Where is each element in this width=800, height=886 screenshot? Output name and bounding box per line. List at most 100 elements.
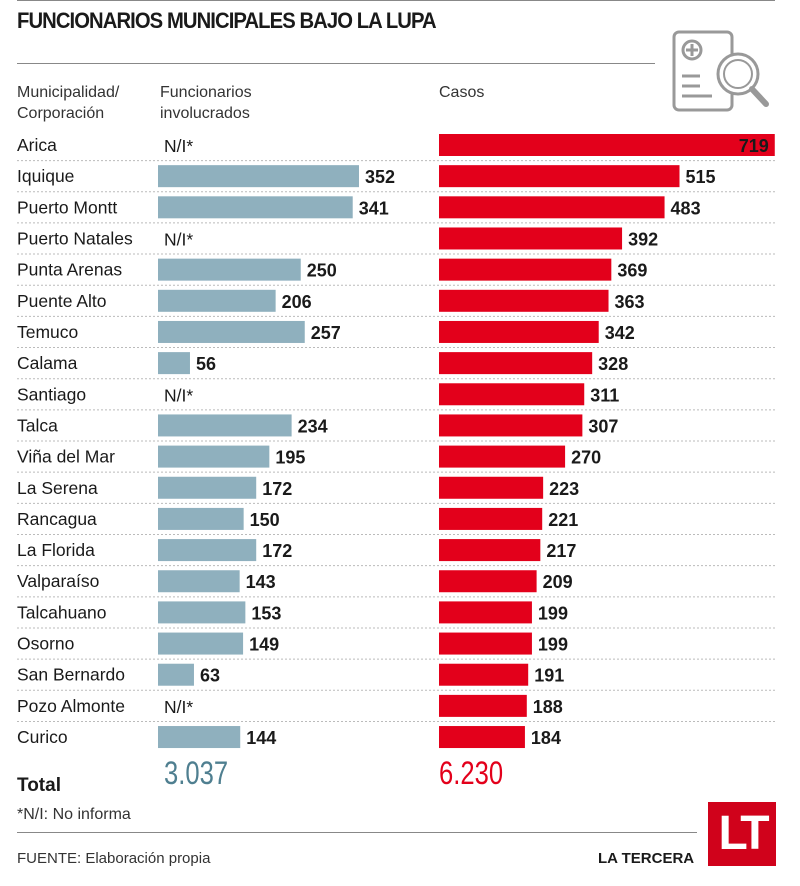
category-label: Valparaíso xyxy=(17,571,99,591)
cases-bar xyxy=(439,414,583,437)
footer-rule xyxy=(17,832,697,833)
cases-value-label: 223 xyxy=(549,479,579,499)
officials-bar xyxy=(158,445,270,468)
cases-bar xyxy=(439,196,665,219)
category-label: San Bernardo xyxy=(17,665,125,685)
category-label: La Serena xyxy=(17,478,98,498)
header-text: Corporación xyxy=(17,105,105,122)
header-cases: Casos xyxy=(439,84,485,101)
officials-value-label: 143 xyxy=(246,572,276,592)
top-rule xyxy=(17,0,775,1)
brand-name: LA TERCERA xyxy=(598,850,695,867)
category-label: Arica xyxy=(17,135,57,155)
officials-value-label: 172 xyxy=(262,479,292,499)
officials-bar xyxy=(158,165,359,188)
officials-bar xyxy=(158,258,301,281)
cases-bar xyxy=(439,694,527,717)
cases-value-label: 270 xyxy=(571,448,601,468)
cases-value-label: 199 xyxy=(538,635,568,655)
cases-bar xyxy=(439,663,529,686)
officials-bar xyxy=(158,632,244,655)
officials-bar xyxy=(158,601,246,624)
header-municipality: Municipalidad/Corporación xyxy=(17,82,119,124)
category-label: Punta Arenas xyxy=(17,260,122,280)
cases-value-label: 515 xyxy=(686,167,716,187)
cases-value-label: 221 xyxy=(548,510,578,530)
officials-bar xyxy=(158,320,305,343)
chart-title: FUNCIONARIOS MUNICIPALES BAJO LA LUPA xyxy=(17,8,437,33)
category-label: Puerto Montt xyxy=(17,197,117,217)
cases-value-label: 369 xyxy=(617,261,647,281)
officials-bar xyxy=(158,196,353,219)
cases-value-label: 363 xyxy=(615,292,645,312)
cases-bar xyxy=(439,258,612,281)
total-cases: 6.230 xyxy=(439,755,504,791)
officials-bar xyxy=(158,507,244,530)
cases-value-label: 199 xyxy=(538,603,568,623)
header-text: involucrados xyxy=(160,105,250,122)
cases-bar xyxy=(439,289,609,312)
category-label: Talcahuano xyxy=(17,602,107,622)
officials-value-label: 257 xyxy=(311,323,341,343)
cases-bar xyxy=(439,352,593,375)
missing-label: N/I* xyxy=(164,229,193,249)
cases-value-label: 307 xyxy=(588,416,618,436)
category-label: Puerto Natales xyxy=(17,228,133,248)
cases-bar xyxy=(439,476,544,499)
category-label: Pozo Almonte xyxy=(17,696,125,716)
category-label: Osorno xyxy=(17,634,74,654)
missing-label: N/I* xyxy=(164,697,193,717)
officials-bar xyxy=(158,726,241,749)
officials-value-label: 144 xyxy=(246,728,276,748)
la-tercera-logo: LT xyxy=(708,802,776,866)
cases-value-label: 191 xyxy=(534,666,564,686)
cases-bar xyxy=(439,570,537,593)
cases-bar xyxy=(439,134,775,156)
cases-bar xyxy=(439,165,680,188)
header-officials: Funcionarios involucrados xyxy=(160,82,252,124)
header-text: Funcionarios xyxy=(160,84,252,101)
cases-bar xyxy=(439,601,532,624)
header-text: Municipalidad/ xyxy=(17,84,120,101)
officials-value-label: 206 xyxy=(282,292,312,312)
officials-value-label: 56 xyxy=(196,354,216,374)
officials-value-label: 150 xyxy=(250,510,280,530)
title-rule xyxy=(17,63,655,64)
cases-value-label: 184 xyxy=(531,728,561,748)
cases-bar xyxy=(439,726,525,749)
footnote: *N/I: No informa xyxy=(17,806,131,823)
total-label: Total xyxy=(17,775,61,796)
total-officials: 3.037 xyxy=(164,755,229,791)
cases-value-label: 392 xyxy=(628,229,658,249)
officials-bar xyxy=(158,352,190,375)
cases-bar xyxy=(439,320,599,343)
cases-value-label: 188 xyxy=(533,697,563,717)
officials-value-label: 250 xyxy=(307,261,337,281)
category-label: Iquique xyxy=(17,166,74,186)
officials-value-label: 234 xyxy=(298,416,328,436)
category-label: Puente Alto xyxy=(17,291,107,311)
category-label: Viña del Mar xyxy=(17,447,115,467)
officials-bar xyxy=(158,539,257,562)
missing-label: N/I* xyxy=(164,136,193,156)
officials-bar xyxy=(158,414,292,437)
officials-bar xyxy=(158,663,194,686)
source: FUENTE: Elaboración propia xyxy=(17,850,211,867)
cases-bar xyxy=(439,445,566,468)
officials-value-label: 153 xyxy=(251,603,281,623)
category-label: Calama xyxy=(17,353,78,373)
cases-bar xyxy=(439,539,541,562)
cases-value-label: 209 xyxy=(543,572,573,592)
officials-bar xyxy=(158,570,240,593)
cases-value-label: 328 xyxy=(598,354,628,374)
officials-value-label: 172 xyxy=(262,541,292,561)
cases-value-label: 719 xyxy=(739,136,769,156)
cases-value-label: 342 xyxy=(605,323,635,343)
category-label: Temuco xyxy=(17,322,78,342)
category-label: Rancagua xyxy=(17,509,97,529)
cases-bar xyxy=(439,227,623,250)
cases-bar xyxy=(439,632,532,655)
category-label: Santiago xyxy=(17,384,86,404)
